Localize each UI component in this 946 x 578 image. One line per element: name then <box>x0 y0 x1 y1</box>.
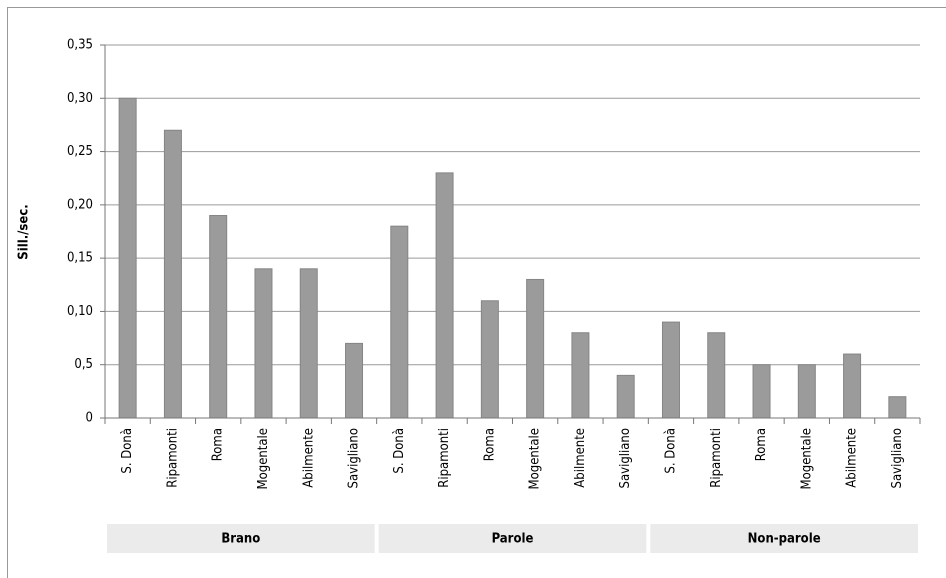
x-tick-label: Roma <box>754 428 769 461</box>
x-tick-label: Savigliano <box>347 428 362 488</box>
x-tick-label: Savigliano <box>890 428 905 488</box>
x-tick-label: Mogentale <box>799 428 814 489</box>
x-tick-label: Mogentale <box>528 428 543 489</box>
group-label: Brano <box>221 532 260 547</box>
bar <box>797 364 816 419</box>
y-tick-label: 0,10 <box>67 304 93 319</box>
bar <box>480 300 499 419</box>
bar <box>435 172 454 419</box>
y-tick-label: 0,25 <box>67 144 93 159</box>
y-tick-label: 0,35 <box>67 38 93 53</box>
bar <box>616 374 635 419</box>
x-tick-label: S. Donà <box>120 428 135 474</box>
x-tick-label: Roma <box>211 428 226 461</box>
y-tick-label: 0,30 <box>67 91 93 106</box>
x-tick-label: Ripamonti <box>709 428 724 488</box>
group-label: Non-parole <box>748 532 821 547</box>
y-tick-label: 0,20 <box>67 197 93 212</box>
x-tick-label: Abilmente <box>573 428 588 488</box>
x-tick-label: Abilmente <box>845 428 860 488</box>
bar <box>299 268 318 419</box>
group-label: Parole <box>492 532 534 547</box>
y-tick-label: 0 <box>86 411 93 426</box>
group-box <box>378 524 647 553</box>
y-tick-label: 0,5 <box>74 357 93 372</box>
x-tick-label: Ripamonti <box>165 428 180 488</box>
x-tick-label: Ripamonti <box>437 428 452 488</box>
bar <box>209 215 228 419</box>
x-tick-label: Mogentale <box>256 428 271 489</box>
bar <box>752 364 771 419</box>
bar <box>390 225 409 419</box>
x-tick-label: Roma <box>482 428 497 461</box>
group-box <box>650 524 918 553</box>
x-tick-label: Abilmente <box>301 428 316 488</box>
bar <box>345 342 364 419</box>
bar <box>571 332 590 419</box>
bar <box>163 129 182 419</box>
bar <box>843 353 862 419</box>
bar <box>526 278 545 419</box>
x-tick-label: S. Donà <box>663 428 678 474</box>
bar <box>118 97 137 419</box>
x-tick-label: Savigliano <box>618 428 633 488</box>
y-tick-label: 0,15 <box>67 251 93 266</box>
group-box <box>107 524 375 553</box>
bar <box>254 268 273 419</box>
x-tick-label: S. Donà <box>392 428 407 474</box>
y-axis-label: Sill./sec. <box>17 204 32 259</box>
bar <box>707 332 726 419</box>
frame <box>7 7 946 578</box>
bar <box>888 396 907 419</box>
bar <box>661 321 680 419</box>
